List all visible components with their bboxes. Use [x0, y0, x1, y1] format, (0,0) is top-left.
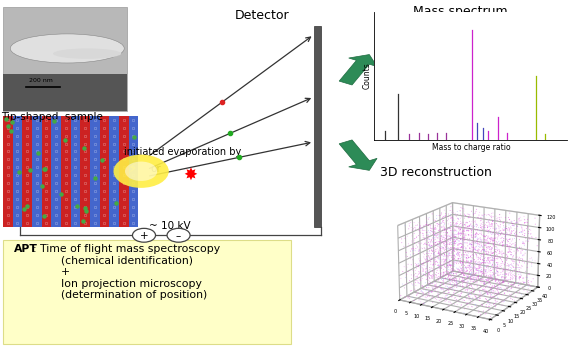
Text: Mass spectrum: Mass spectrum — [414, 5, 508, 18]
Circle shape — [113, 155, 169, 188]
Bar — [128, 116, 138, 227]
Bar — [61, 116, 70, 227]
Ellipse shape — [10, 34, 124, 63]
Bar — [41, 116, 51, 227]
Bar — [3, 7, 127, 111]
Bar — [109, 116, 119, 227]
Bar — [90, 116, 100, 227]
Text: 3D reconstruction: 3D reconstruction — [380, 166, 492, 179]
Text: ⚡: ⚡ — [128, 163, 137, 176]
Text: ~ 10 kV: ~ 10 kV — [149, 221, 191, 231]
Bar — [22, 116, 32, 227]
FancyArrow shape — [339, 140, 377, 170]
Text: Detector: Detector — [235, 9, 289, 22]
X-axis label: Mass to charge ratio: Mass to charge ratio — [431, 143, 510, 152]
Text: APT: APT — [14, 244, 38, 254]
Bar — [314, 26, 321, 227]
Ellipse shape — [53, 48, 121, 59]
Bar — [51, 116, 61, 227]
Circle shape — [167, 228, 190, 242]
Bar — [100, 116, 109, 227]
Text: +: + — [140, 231, 148, 241]
Bar — [3, 240, 291, 344]
Text: ✸: ✸ — [183, 166, 197, 184]
Y-axis label: Counts: Counts — [363, 63, 372, 90]
Bar — [3, 74, 127, 111]
FancyArrow shape — [339, 55, 377, 85]
Bar — [13, 116, 22, 227]
Circle shape — [132, 228, 156, 242]
Text: Tip-shaped  sample: Tip-shaped sample — [1, 112, 103, 122]
Bar — [32, 116, 41, 227]
Text: or: or — [150, 164, 161, 174]
Bar — [80, 116, 90, 227]
Bar — [70, 116, 80, 227]
Text: initiated evaporation by: initiated evaporation by — [124, 147, 241, 157]
Bar — [3, 116, 13, 227]
Text: 200 nm: 200 nm — [29, 78, 52, 83]
Text: : Time of flight mass spectroscopy
        (chemical identification)
        +
 : : Time of flight mass spectroscopy (chem… — [33, 244, 220, 300]
Text: –: – — [176, 231, 181, 241]
Bar — [119, 116, 128, 227]
Circle shape — [125, 162, 157, 181]
